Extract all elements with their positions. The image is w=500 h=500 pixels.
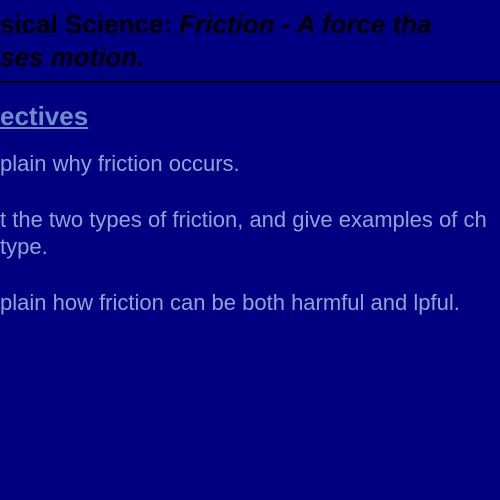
objective-item: plain why friction occurs. <box>0 150 500 178</box>
title-subject: sical Science: <box>0 9 179 39</box>
title-bar: sical Science: Friction - A force tha se… <box>0 0 500 83</box>
objectives-list: plain why friction occurs. t the two typ… <box>0 150 500 316</box>
objective-item: plain how friction can be both harmful a… <box>0 289 500 317</box>
slide-title: sical Science: Friction - A force tha se… <box>0 8 500 73</box>
title-topic: Friction - A force tha <box>179 9 431 39</box>
objective-item: t the two types of friction, and give ex… <box>0 206 500 261</box>
content-area: ectives plain why friction occurs. t the… <box>0 83 500 316</box>
title-line2: ses motion. <box>0 42 144 72</box>
objectives-heading: ectives <box>0 101 500 132</box>
